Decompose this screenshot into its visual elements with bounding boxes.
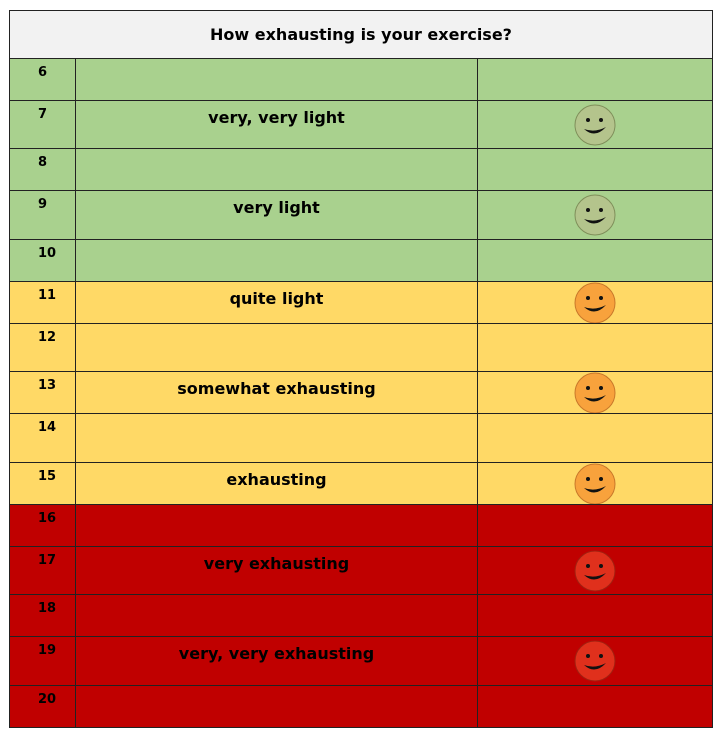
row-number: 11 — [9, 281, 76, 324]
row-number: 9 — [9, 190, 76, 240]
face-cell — [477, 462, 713, 505]
row-label — [75, 594, 478, 637]
row-label: quite light — [75, 281, 478, 324]
row-number: 14 — [9, 413, 76, 463]
face-icon — [574, 282, 616, 323]
face-cell — [477, 323, 713, 372]
row-number: 18 — [9, 594, 76, 637]
face-icon — [574, 104, 616, 145]
table-title: How exhausting is your exercise? — [9, 10, 713, 59]
row-number: 20 — [9, 685, 76, 728]
face-icon — [574, 640, 616, 682]
row-label — [75, 148, 478, 191]
face-cell — [477, 594, 713, 637]
face-cell — [477, 239, 713, 282]
row-number: 12 — [9, 323, 76, 372]
face-cell — [477, 636, 713, 686]
row-number: 6 — [9, 58, 76, 101]
row-number: 17 — [9, 546, 76, 595]
row-label — [75, 504, 478, 547]
row-number: 15 — [9, 462, 76, 505]
row-number: 8 — [9, 148, 76, 191]
face-cell — [477, 281, 713, 324]
row-number: 10 — [9, 239, 76, 282]
row-number: 19 — [9, 636, 76, 686]
face-icon — [574, 372, 616, 413]
row-label — [75, 58, 478, 101]
row-label — [75, 323, 478, 372]
row-number: 16 — [9, 504, 76, 547]
row-label — [75, 413, 478, 463]
face-cell — [477, 58, 713, 101]
face-icon — [574, 550, 616, 591]
face-cell — [477, 504, 713, 547]
face-cell — [477, 685, 713, 728]
row-label: exhausting — [75, 462, 478, 505]
row-label — [75, 685, 478, 728]
row-label: very, very light — [75, 100, 478, 149]
row-label: very exhausting — [75, 546, 478, 595]
row-number: 13 — [9, 371, 76, 414]
face-cell — [477, 371, 713, 414]
face-icon — [574, 463, 616, 504]
row-label: very light — [75, 190, 478, 240]
face-icon — [574, 194, 616, 236]
face-cell — [477, 190, 713, 240]
row-label: somewhat exhausting — [75, 371, 478, 414]
face-cell — [477, 100, 713, 149]
face-cell — [477, 413, 713, 463]
row-label — [75, 239, 478, 282]
face-cell — [477, 546, 713, 595]
row-number: 7 — [9, 100, 76, 149]
face-cell — [477, 148, 713, 191]
row-label: very, very exhausting — [75, 636, 478, 686]
